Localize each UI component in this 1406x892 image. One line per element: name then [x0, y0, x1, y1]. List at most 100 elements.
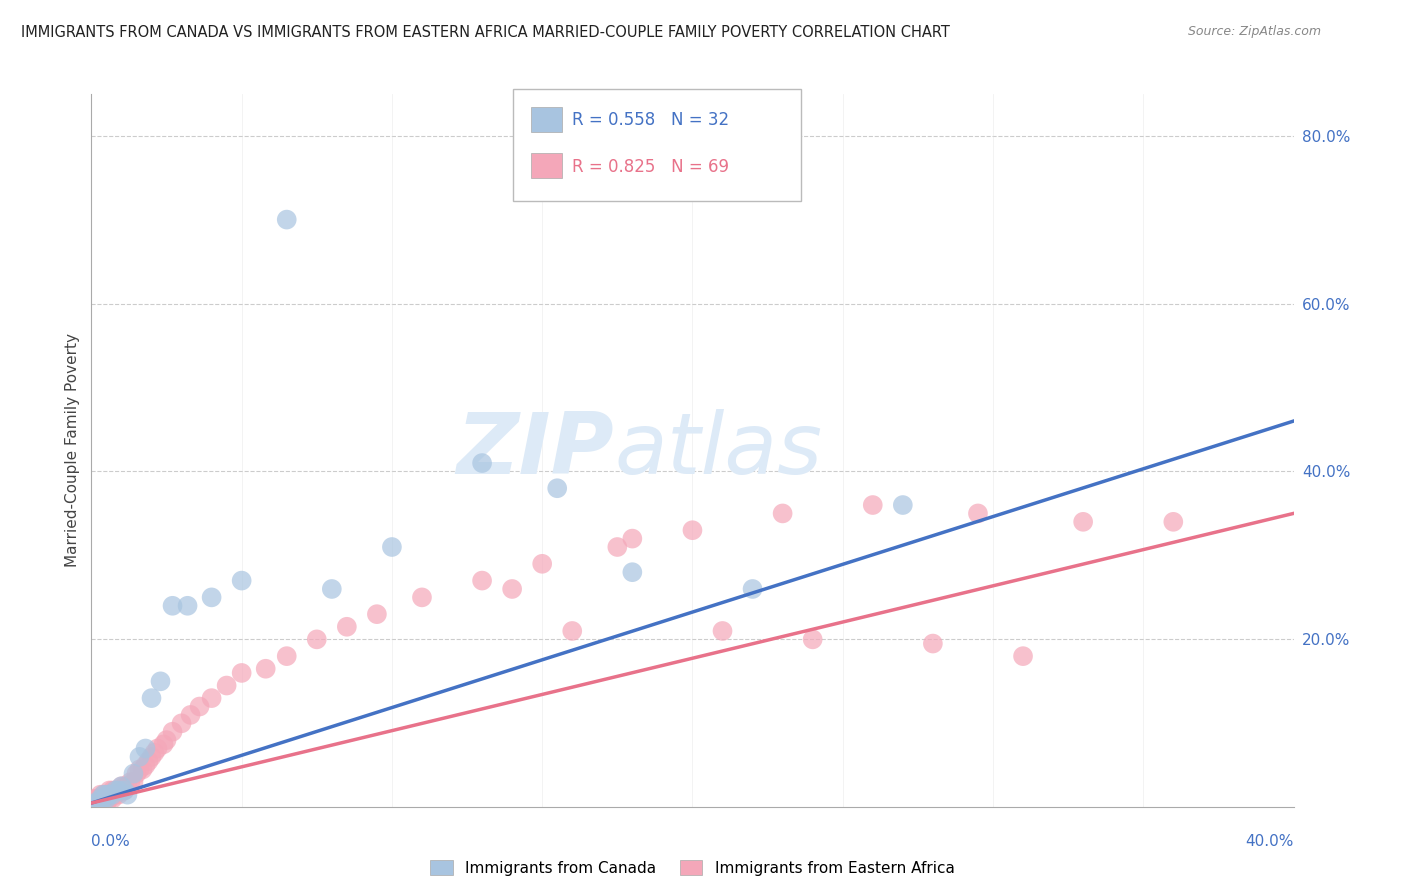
Point	[96, 788, 118, 802]
Point	[114, 783, 136, 797]
Point	[501, 582, 523, 596]
Point	[1012, 649, 1035, 664]
Text: R = 0.825   N = 69: R = 0.825 N = 69	[572, 158, 730, 176]
Point	[83, 796, 105, 810]
Point	[104, 788, 127, 802]
Point	[231, 665, 253, 680]
Point	[141, 750, 163, 764]
Point	[143, 746, 166, 760]
Point	[128, 763, 150, 777]
Point	[104, 783, 127, 797]
Point	[321, 582, 343, 596]
Point	[83, 796, 105, 810]
Point	[531, 557, 554, 571]
Point	[122, 766, 145, 780]
Point	[110, 783, 132, 797]
Point	[711, 624, 734, 638]
Point	[170, 716, 193, 731]
Point	[117, 779, 139, 793]
Text: IMMIGRANTS FROM CANADA VS IMMIGRANTS FROM EASTERN AFRICA MARRIED-COUPLE FAMILY P: IMMIGRANTS FROM CANADA VS IMMIGRANTS FRO…	[21, 25, 950, 40]
Point	[621, 532, 644, 546]
Point	[117, 788, 139, 802]
Point	[336, 620, 359, 634]
Point	[128, 750, 150, 764]
Point	[891, 498, 914, 512]
Point	[138, 754, 160, 768]
Point	[411, 591, 433, 605]
Text: atlas: atlas	[614, 409, 823, 492]
Point	[86, 796, 108, 810]
Point	[681, 523, 703, 537]
Point	[114, 779, 136, 793]
Text: 40.0%: 40.0%	[1246, 834, 1294, 848]
Point	[772, 507, 794, 521]
Point	[107, 783, 129, 797]
Point	[107, 788, 129, 802]
Point	[89, 792, 111, 806]
Point	[110, 779, 132, 793]
Point	[162, 599, 184, 613]
Point	[107, 783, 129, 797]
Text: ZIP: ZIP	[457, 409, 614, 492]
Text: R = 0.558   N = 32: R = 0.558 N = 32	[572, 111, 730, 128]
Point	[93, 788, 115, 802]
Point	[125, 766, 148, 780]
Point	[155, 733, 177, 747]
Point	[471, 456, 494, 470]
Point	[114, 783, 136, 797]
Point	[89, 788, 111, 802]
Point	[89, 792, 111, 806]
Point	[131, 763, 153, 777]
Point	[305, 632, 328, 647]
Point	[471, 574, 494, 588]
Legend: Immigrants from Canada, Immigrants from Eastern Africa: Immigrants from Canada, Immigrants from …	[425, 854, 960, 881]
Point	[101, 792, 124, 806]
Point	[96, 792, 118, 806]
Point	[741, 582, 763, 596]
Point	[201, 591, 224, 605]
Point	[93, 796, 115, 810]
Point	[215, 679, 238, 693]
Point	[98, 783, 121, 797]
Point	[96, 796, 118, 810]
Point	[93, 792, 115, 806]
Point	[83, 792, 105, 806]
Point	[561, 624, 583, 638]
Point	[89, 796, 111, 810]
Point	[162, 724, 184, 739]
Point	[1161, 515, 1184, 529]
Point	[98, 788, 121, 802]
Point	[86, 792, 108, 806]
Point	[96, 792, 118, 806]
Point	[621, 565, 644, 579]
Point	[201, 691, 224, 706]
Point	[110, 779, 132, 793]
Point	[1071, 515, 1094, 529]
Point	[862, 498, 884, 512]
Point	[93, 788, 115, 802]
Point	[381, 540, 404, 554]
Point	[967, 507, 990, 521]
Point	[176, 599, 198, 613]
Point	[180, 707, 202, 722]
Point	[101, 783, 124, 797]
Point	[254, 662, 277, 676]
Point	[231, 574, 253, 588]
Point	[366, 607, 388, 622]
Point	[93, 792, 115, 806]
Point	[122, 775, 145, 789]
Point	[276, 212, 298, 227]
Point	[146, 741, 169, 756]
Text: Source: ZipAtlas.com: Source: ZipAtlas.com	[1188, 25, 1322, 38]
Point	[149, 674, 172, 689]
Point	[134, 758, 156, 772]
Point	[86, 796, 108, 810]
Point	[101, 788, 124, 802]
Point	[801, 632, 824, 647]
Point	[922, 636, 945, 650]
Point	[104, 783, 127, 797]
Point	[546, 481, 568, 495]
Point	[98, 788, 121, 802]
Point	[152, 737, 174, 751]
Y-axis label: Married-Couple Family Poverty: Married-Couple Family Poverty	[65, 334, 80, 567]
